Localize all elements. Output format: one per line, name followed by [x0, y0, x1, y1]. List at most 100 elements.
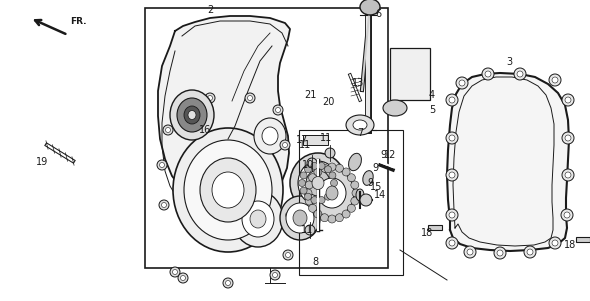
Ellipse shape — [300, 187, 307, 194]
Ellipse shape — [184, 106, 200, 124]
Text: 19: 19 — [36, 157, 48, 167]
Ellipse shape — [280, 196, 320, 240]
Ellipse shape — [482, 68, 494, 80]
Ellipse shape — [356, 189, 364, 201]
Ellipse shape — [329, 187, 336, 194]
Ellipse shape — [320, 214, 329, 222]
Ellipse shape — [565, 172, 571, 178]
Text: 7: 7 — [357, 128, 363, 138]
Ellipse shape — [360, 194, 372, 206]
Ellipse shape — [342, 210, 350, 218]
Text: 6: 6 — [375, 9, 381, 19]
Text: 18: 18 — [564, 240, 576, 250]
Ellipse shape — [293, 210, 307, 226]
Ellipse shape — [318, 163, 325, 169]
Ellipse shape — [446, 94, 458, 106]
Ellipse shape — [159, 200, 169, 210]
Ellipse shape — [212, 172, 244, 208]
Ellipse shape — [298, 161, 338, 205]
Ellipse shape — [157, 160, 167, 170]
Ellipse shape — [449, 212, 455, 218]
Ellipse shape — [286, 203, 314, 233]
Ellipse shape — [304, 193, 312, 200]
Ellipse shape — [286, 253, 290, 257]
Ellipse shape — [276, 107, 280, 113]
Ellipse shape — [383, 100, 407, 116]
Ellipse shape — [561, 209, 573, 221]
Text: 13: 13 — [352, 78, 364, 88]
Ellipse shape — [273, 272, 277, 278]
Ellipse shape — [181, 275, 185, 281]
Ellipse shape — [304, 189, 312, 197]
Text: 9: 9 — [380, 150, 386, 160]
Ellipse shape — [305, 225, 315, 235]
Text: 3: 3 — [506, 57, 512, 67]
Ellipse shape — [311, 163, 318, 169]
Bar — [390, 48, 430, 100]
Ellipse shape — [449, 240, 455, 246]
Ellipse shape — [200, 158, 256, 222]
Ellipse shape — [527, 249, 533, 255]
Polygon shape — [158, 16, 290, 205]
Text: 20: 20 — [322, 97, 334, 107]
Text: 8: 8 — [312, 257, 318, 267]
Ellipse shape — [449, 97, 455, 103]
Text: 14: 14 — [374, 190, 386, 200]
Ellipse shape — [446, 169, 458, 181]
Ellipse shape — [208, 95, 212, 101]
Ellipse shape — [177, 98, 207, 132]
Text: 9: 9 — [367, 178, 373, 188]
Ellipse shape — [290, 153, 346, 213]
Ellipse shape — [464, 246, 476, 258]
Ellipse shape — [353, 120, 367, 130]
Ellipse shape — [565, 97, 571, 103]
Ellipse shape — [247, 95, 253, 101]
Ellipse shape — [242, 201, 274, 237]
Ellipse shape — [349, 153, 362, 171]
Ellipse shape — [320, 164, 329, 172]
Ellipse shape — [336, 214, 343, 222]
Ellipse shape — [552, 240, 558, 246]
Ellipse shape — [166, 128, 171, 132]
Ellipse shape — [446, 237, 458, 249]
Ellipse shape — [270, 270, 280, 280]
Ellipse shape — [225, 281, 231, 286]
Ellipse shape — [312, 176, 324, 190]
Bar — [428, 225, 442, 230]
Text: 2: 2 — [207, 5, 213, 15]
Ellipse shape — [262, 127, 278, 145]
Ellipse shape — [485, 71, 491, 77]
Text: 11: 11 — [299, 140, 311, 150]
Ellipse shape — [346, 115, 374, 135]
Ellipse shape — [283, 210, 293, 220]
Ellipse shape — [328, 215, 336, 223]
Ellipse shape — [514, 68, 526, 80]
Text: 11: 11 — [301, 225, 313, 235]
Ellipse shape — [348, 204, 355, 212]
Ellipse shape — [330, 179, 337, 187]
Ellipse shape — [517, 71, 523, 77]
Ellipse shape — [449, 172, 455, 178]
Bar — [303, 135, 328, 145]
Bar — [145, 8, 388, 268]
Ellipse shape — [188, 110, 196, 119]
Ellipse shape — [328, 163, 336, 171]
Ellipse shape — [318, 178, 346, 208]
Ellipse shape — [562, 94, 574, 106]
Ellipse shape — [299, 179, 306, 187]
Ellipse shape — [549, 74, 561, 86]
Ellipse shape — [300, 172, 307, 179]
Text: 18: 18 — [421, 228, 433, 238]
Ellipse shape — [336, 164, 343, 172]
Ellipse shape — [524, 246, 536, 258]
Ellipse shape — [348, 174, 355, 182]
Text: 15: 15 — [370, 182, 382, 192]
Ellipse shape — [286, 213, 290, 218]
Ellipse shape — [307, 158, 317, 168]
Text: 16: 16 — [199, 125, 211, 135]
Ellipse shape — [329, 172, 336, 179]
Ellipse shape — [318, 197, 325, 203]
Ellipse shape — [309, 174, 317, 182]
Ellipse shape — [311, 197, 318, 203]
Ellipse shape — [352, 189, 360, 197]
